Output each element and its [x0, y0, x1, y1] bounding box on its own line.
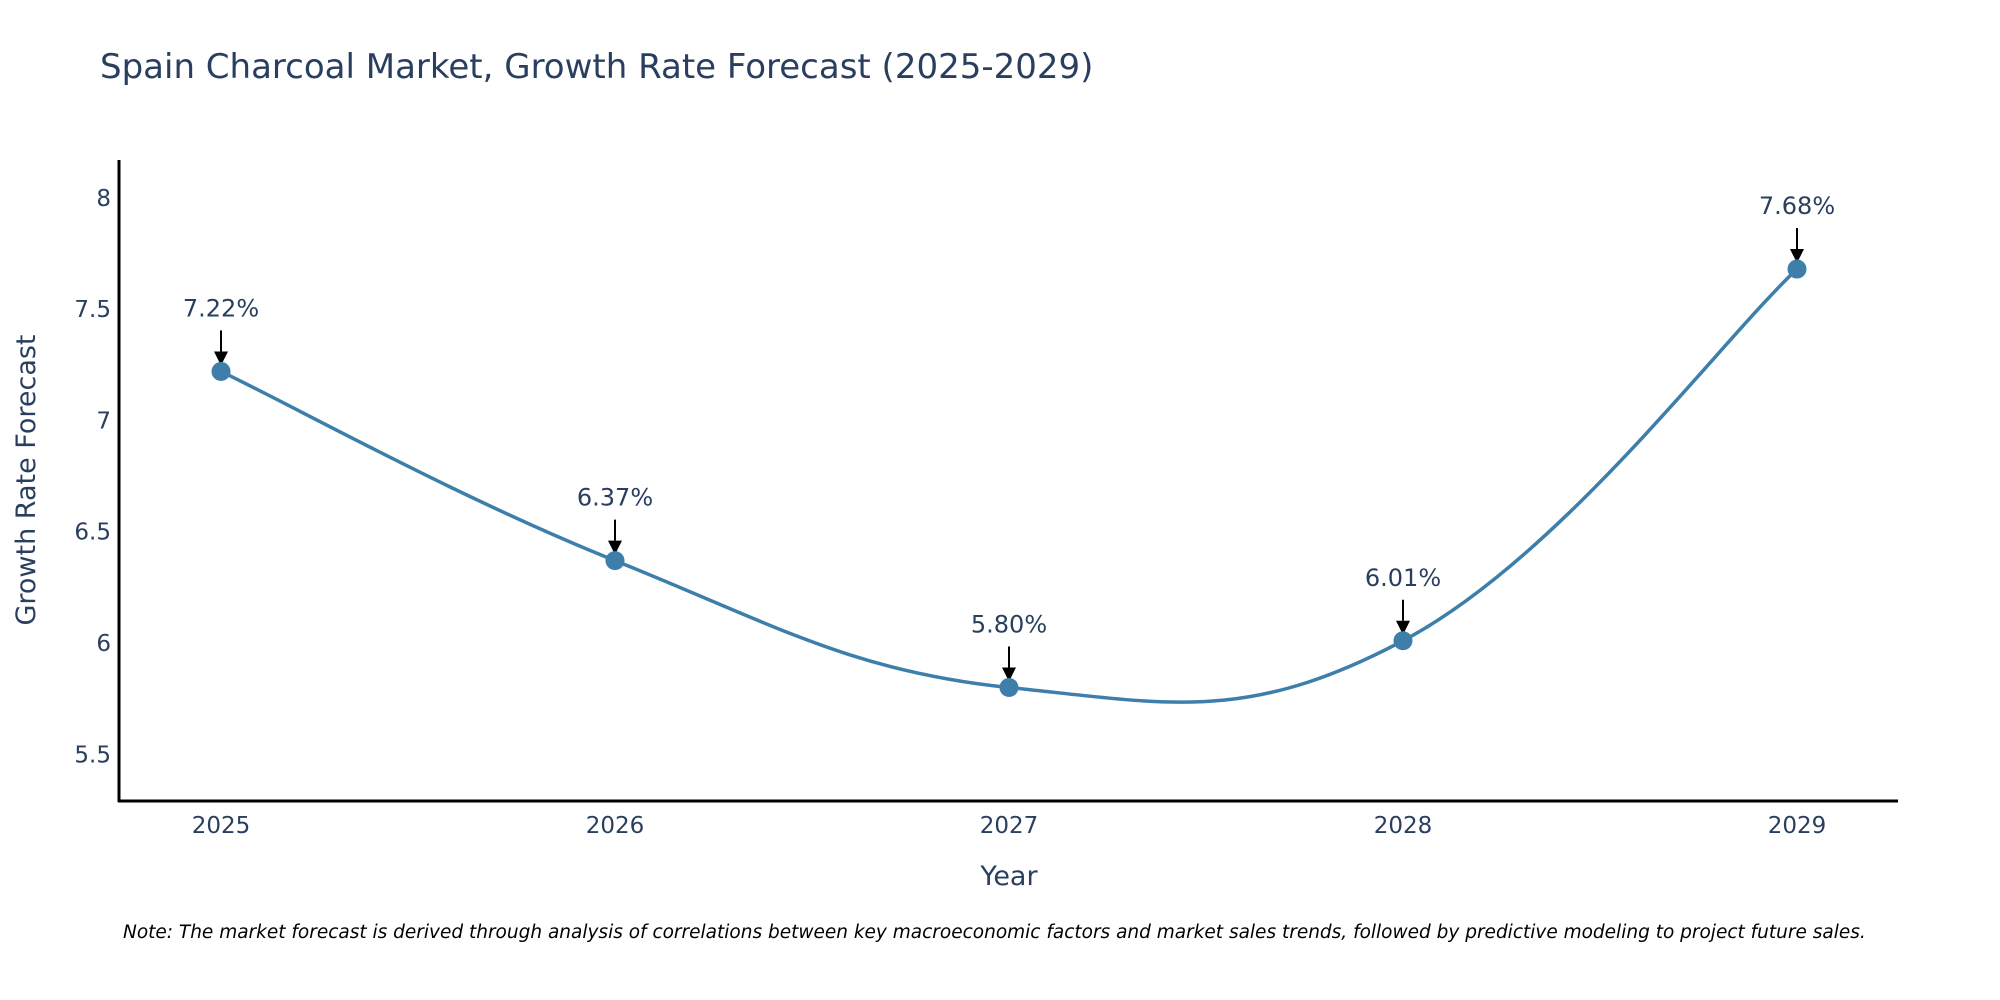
- data-label: 7.68%: [1759, 192, 1835, 220]
- annotation-arrows: [214, 228, 1804, 682]
- data-label: 7.22%: [183, 294, 259, 322]
- y-tick-label: 6.5: [74, 520, 111, 546]
- data-markers: [211, 259, 1807, 697]
- y-tick-label: 6: [96, 631, 111, 657]
- x-axis-title: Year: [979, 861, 1038, 892]
- chart-title: Spain Charcoal Market, Growth Rate Forec…: [100, 47, 1093, 87]
- y-tick-label: 7: [96, 408, 111, 434]
- annotation-arrow-head: [1396, 620, 1410, 635]
- y-axis-ticks: 5.5 6 6.5 7 7.5 8: [74, 186, 111, 768]
- annotation-arrow-head: [1790, 249, 1804, 264]
- footnote: Note: The market forecast is derived thr…: [123, 922, 1866, 943]
- annotation-arrow-head: [1002, 667, 1016, 682]
- data-point-marker: [1393, 631, 1413, 651]
- data-point-marker: [605, 551, 625, 571]
- data-labels: 7.22% 6.37% 5.80% 6.01% 7.68%: [183, 192, 1835, 638]
- annotation-arrow-head: [608, 540, 622, 555]
- x-tick-label: 2027: [980, 813, 1039, 839]
- y-axis-title: Growth Rate Forecast: [11, 334, 42, 625]
- series-line: [220, 267, 1799, 704]
- y-tick-label: 8: [96, 186, 111, 212]
- annotation-arrow-head: [214, 351, 228, 366]
- data-label: 6.37%: [577, 484, 653, 512]
- x-tick-label: 2029: [1768, 813, 1827, 839]
- x-axis-ticks: 2025 2026 2027 2028 2029: [192, 813, 1827, 839]
- data-label: 5.80%: [971, 610, 1047, 638]
- x-tick-label: 2028: [1374, 813, 1433, 839]
- x-tick-label: 2025: [192, 813, 251, 839]
- data-point-marker: [999, 677, 1019, 697]
- y-tick-label: 7.5: [74, 297, 111, 323]
- y-tick-label: 5.5: [74, 742, 111, 768]
- data-point-marker: [1787, 259, 1807, 279]
- x-tick-label: 2026: [586, 813, 645, 839]
- data-label: 6.01%: [1365, 564, 1441, 592]
- data-point-marker: [211, 361, 231, 381]
